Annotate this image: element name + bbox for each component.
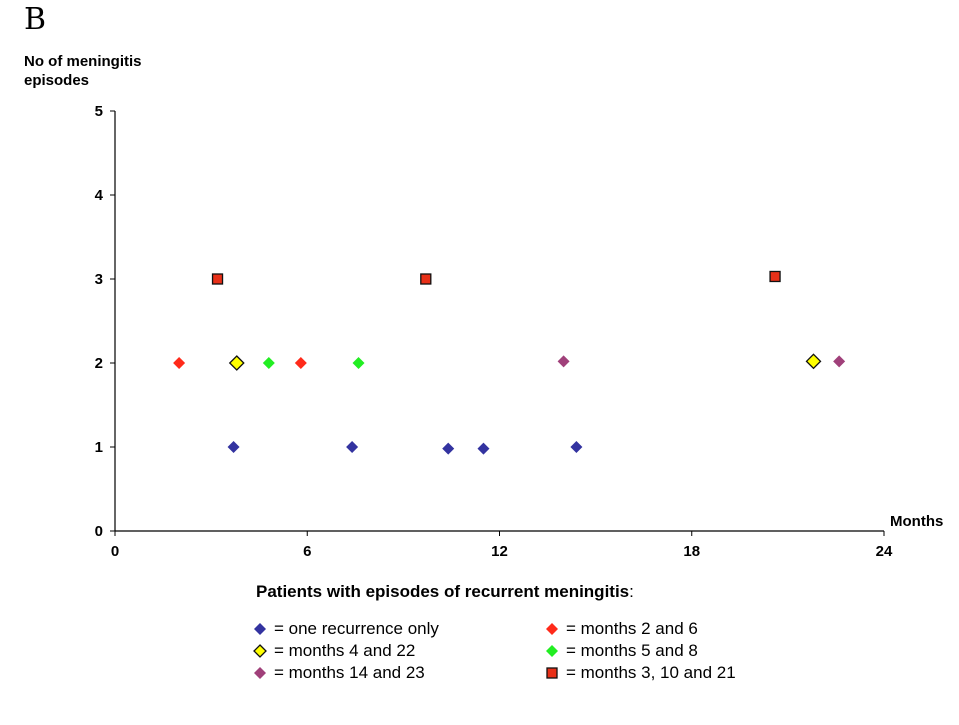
y-axis-label-line-2: episodes xyxy=(24,72,90,89)
y-tick-label: 0 xyxy=(95,523,103,540)
legend-label: = months 3, 10 and 21 xyxy=(566,663,736,682)
data-point-diamond xyxy=(442,442,455,455)
legend-title-text: Patients with episodes of recurrent meni… xyxy=(256,582,630,601)
data-point-diamond xyxy=(262,357,275,369)
data-point-diamond xyxy=(294,357,307,369)
legend-item-months-2-6: = months 2 and 6 xyxy=(544,618,698,640)
x-tick-label: 24 xyxy=(876,543,893,560)
legend-marker-icon xyxy=(546,645,558,657)
x-tick-label: 12 xyxy=(491,543,508,560)
data-point-diamond xyxy=(346,441,359,453)
legend-item-months-5-8: = months 5 and 8 xyxy=(544,640,698,662)
y-tick-label: 4 xyxy=(95,187,104,204)
data-point-square xyxy=(769,270,781,283)
data-point-square xyxy=(420,273,432,285)
y-tick-label: 5 xyxy=(95,103,103,120)
data-point-diamond xyxy=(805,353,822,370)
legend-marker-shape xyxy=(546,667,558,679)
legend-title-colon: : xyxy=(629,582,634,601)
legend-marker-shape xyxy=(546,645,558,657)
panel-label: B xyxy=(24,2,47,37)
x-tick-label: 0 xyxy=(111,543,119,560)
x-tick-label: 18 xyxy=(683,543,700,560)
legend-marker-icon xyxy=(254,667,266,679)
legend-marker-shape xyxy=(254,623,266,635)
data-point-diamond xyxy=(227,441,240,453)
legend-title: Patients with episodes of recurrent meni… xyxy=(256,582,634,602)
legend-item-months-4-22: = months 4 and 22 xyxy=(252,640,415,662)
legend-item-one-recurrence: = one recurrence only xyxy=(252,618,439,640)
y-axis-label-line-1: No of meningitis xyxy=(24,53,142,70)
legend-marker-shape xyxy=(253,644,267,658)
legend-label: = one recurrence only xyxy=(274,619,439,638)
data-point-diamond xyxy=(833,355,846,368)
y-tick-label: 2 xyxy=(95,355,103,372)
legend-label: = months 2 and 6 xyxy=(566,619,698,638)
data-point-diamond xyxy=(477,442,490,455)
data-point-square xyxy=(211,273,224,285)
data-point-diamond xyxy=(570,441,583,453)
data-point-diamond xyxy=(228,355,245,371)
y-tick-label: 1 xyxy=(95,439,103,456)
legend-marker-icon xyxy=(546,667,558,679)
legend-label: = months 14 and 23 xyxy=(274,663,425,682)
legend-marker-icon xyxy=(546,623,558,635)
y-axis-label: No of meningitis episodes xyxy=(24,52,224,90)
legend-marker-icon xyxy=(253,644,267,658)
data-point-diamond xyxy=(557,355,570,368)
data-point-diamond xyxy=(352,357,365,369)
legend-marker-icon xyxy=(254,623,266,635)
legend-marker-shape xyxy=(254,667,266,679)
y-tick-label: 3 xyxy=(95,271,103,288)
legend-item-months-3-10-21: = months 3, 10 and 21 xyxy=(544,662,736,684)
legend-item-months-14-23: = months 14 and 23 xyxy=(252,662,425,684)
data-point-diamond xyxy=(173,357,186,369)
legend-label: = months 4 and 22 xyxy=(274,641,416,660)
legend-marker-shape xyxy=(546,623,558,635)
x-tick-label: 6 xyxy=(303,543,311,560)
legend-label: = months 5 and 8 xyxy=(566,641,698,660)
x-axis-label: Months xyxy=(890,513,943,530)
